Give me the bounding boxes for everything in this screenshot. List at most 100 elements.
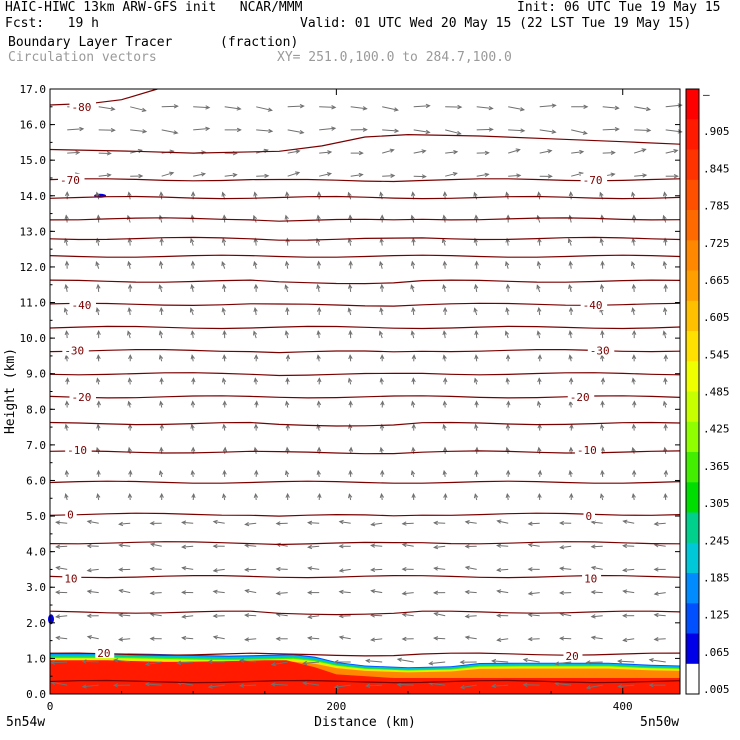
- colorbar-swatch: [686, 210, 699, 241]
- vector-shaft: [64, 238, 68, 246]
- vector-head: [662, 191, 668, 197]
- vector-shaft: [371, 568, 383, 571]
- vector-head: [631, 446, 636, 453]
- vector-head: [474, 423, 479, 429]
- vector-shaft: [497, 545, 509, 547]
- vector-shaft: [539, 150, 552, 154]
- vector-head: [113, 658, 119, 663]
- y-tick-label: 11.0: [20, 297, 47, 310]
- vector-head: [159, 400, 164, 406]
- vector-head: [173, 130, 179, 135]
- wind-vector: [410, 260, 416, 269]
- vector-head: [442, 260, 448, 266]
- wind-vector: [287, 149, 301, 154]
- vector-head: [488, 105, 494, 111]
- vector-shaft: [632, 238, 635, 246]
- vector-head: [433, 566, 439, 571]
- vector-head: [64, 214, 69, 220]
- vector-head: [622, 637, 628, 643]
- isotherm-line: [49, 574, 681, 579]
- vector-head: [537, 306, 542, 312]
- vector-head: [316, 330, 321, 336]
- vector-shaft: [130, 129, 147, 133]
- vector-head: [496, 589, 502, 594]
- vector-shaft: [634, 106, 650, 111]
- colorbar-swatch: [686, 119, 699, 151]
- vector-head: [484, 150, 490, 156]
- wind-vector: [622, 613, 635, 618]
- vector-shaft: [221, 261, 226, 269]
- vector-head: [425, 103, 431, 109]
- wind-vector: [602, 105, 620, 111]
- wind-vector: [98, 127, 116, 133]
- vector-shaft: [97, 284, 100, 292]
- vector-head: [567, 237, 573, 244]
- vector-shaft: [465, 615, 477, 617]
- wind-vector: [127, 283, 133, 292]
- wind-vector: [158, 354, 164, 362]
- vector-shaft: [397, 684, 414, 686]
- vector-head: [457, 104, 463, 110]
- vector-shaft: [434, 637, 446, 640]
- vector-head: [464, 520, 470, 525]
- wind-vector: [522, 657, 540, 663]
- vector-head: [86, 589, 92, 594]
- vector-head: [653, 567, 659, 572]
- wind-vector: [348, 260, 353, 269]
- x-axis-label: Distance (km): [314, 715, 416, 730]
- wind-vector: [127, 330, 132, 339]
- vector-head: [96, 329, 101, 336]
- wind-vector: [55, 544, 68, 549]
- wind-vector: [64, 469, 70, 477]
- wind-vector: [445, 104, 463, 110]
- wind-vector: [207, 684, 225, 689]
- wind-vector: [653, 612, 666, 618]
- wind-vector: [590, 589, 603, 595]
- vector-head: [379, 214, 385, 220]
- vector-head: [600, 400, 605, 406]
- wind-vector: [190, 354, 195, 362]
- isotherm-line: [49, 178, 681, 183]
- vector-head: [600, 469, 605, 475]
- vector-head: [474, 446, 479, 452]
- vector-shaft: [254, 238, 257, 246]
- vector-head: [307, 590, 313, 595]
- wind-vector: [118, 521, 131, 527]
- wind-vector: [527, 567, 540, 572]
- wind-vector: [539, 129, 557, 134]
- vector-shaft: [150, 613, 162, 617]
- wind-vector: [338, 544, 351, 549]
- vector-shaft: [98, 106, 115, 110]
- wind-vector: [568, 191, 574, 200]
- vector-head: [64, 469, 70, 475]
- vector-head: [506, 400, 511, 406]
- vector-head: [270, 682, 276, 687]
- y-tick-label: 9.0: [26, 368, 46, 381]
- wind-vector: [212, 543, 225, 549]
- vector-head: [316, 191, 322, 197]
- wind-vector: [474, 400, 479, 408]
- vector-head: [338, 568, 344, 573]
- wind-vector: [631, 329, 637, 339]
- contour-label: -70: [60, 174, 80, 187]
- vector-head: [641, 148, 647, 153]
- wind-vector: [464, 544, 477, 549]
- vector-head: [379, 446, 384, 452]
- wind-vector: [599, 283, 605, 292]
- wind-vector: [96, 354, 101, 362]
- vector-shaft: [465, 591, 477, 594]
- vector-head: [599, 191, 604, 197]
- wind-vector: [181, 590, 194, 595]
- colorbar-swatch: [686, 331, 699, 362]
- vector-shaft: [654, 614, 666, 617]
- vector-head: [253, 260, 258, 267]
- vector-head: [617, 684, 623, 689]
- wind-vector: [287, 103, 305, 109]
- vector-head: [316, 400, 322, 406]
- y-tick-label: 0.0: [26, 688, 46, 701]
- wind-vector: [319, 105, 337, 110]
- vector-shaft: [571, 129, 587, 134]
- vector-head: [582, 130, 588, 135]
- vector-head: [348, 423, 353, 429]
- colorbar-label: .185: [703, 571, 730, 584]
